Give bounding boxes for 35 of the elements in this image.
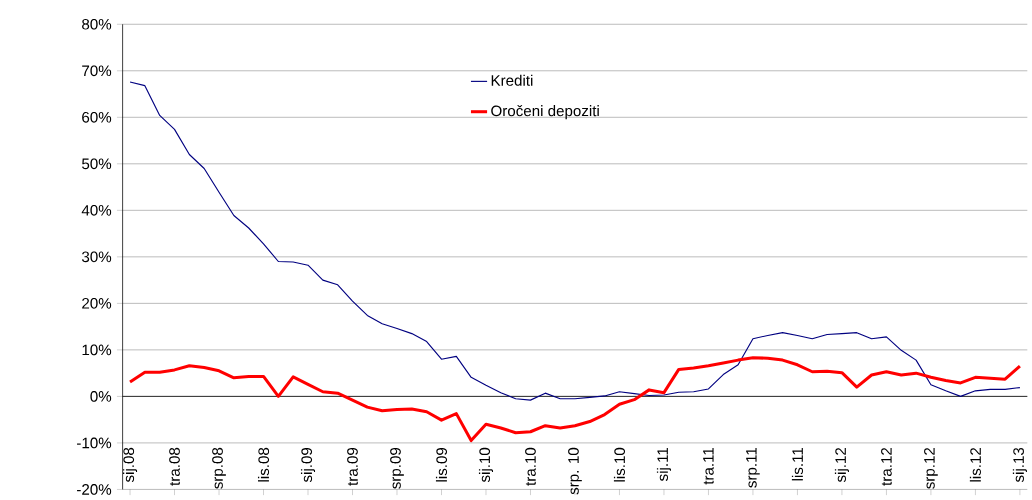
x-tick-label: sij.08	[122, 447, 138, 483]
x-tick-label: tra.11	[703, 447, 714, 485]
x-tick-label: sij.11	[656, 448, 672, 482]
x-tick-label: sij.10	[478, 447, 494, 483]
x-tick-label: srp.11	[746, 447, 760, 488]
x-tick-label: lis.12	[969, 448, 981, 482]
x-tick-label: sij.13	[1012, 447, 1027, 483]
y-tick-label: 30%	[81, 251, 112, 263]
x-tick-label: sij.09	[300, 447, 316, 483]
y-tick-label: 50%	[82, 158, 112, 170]
x-tick-label: tra.12	[881, 448, 892, 486]
x-tick-label: srp.08	[212, 447, 226, 489]
x-tick-label: lis.11	[791, 448, 803, 481]
y-tick-label: -20%	[77, 484, 112, 495]
x-tick-label: srp.09	[390, 447, 404, 489]
x-tick-label: lis.08	[257, 447, 270, 482]
line-series	[128, 356, 1022, 443]
y-tick-label: 60%	[82, 112, 112, 123]
x-tick-label: srp. 10	[568, 447, 582, 495]
x-tick-label: tra.10	[525, 447, 536, 486]
x-tick-label: sij.12	[834, 448, 849, 483]
y-tick-label: 70%	[82, 65, 112, 77]
y-tick-label: 40%	[81, 205, 112, 216]
x-tick-label: tra.09	[347, 447, 358, 486]
y-tick-label: 20%	[82, 298, 112, 309]
y-tick-label: -10%	[77, 437, 112, 449]
x-tick-label: lis.10	[613, 447, 626, 482]
x-tick-label: srp.12	[924, 448, 938, 489]
y-tick-label: 0%	[90, 391, 112, 402]
x-tick-label: lis.09	[435, 447, 448, 482]
legend-label: Krediti	[491, 74, 533, 86]
y-tick-label: 10%	[82, 344, 112, 356]
legend-label: Oročeni depoziti	[491, 105, 599, 120]
x-tick-label: tra.08	[169, 447, 180, 486]
y-tick-label: 80%	[82, 18, 112, 30]
